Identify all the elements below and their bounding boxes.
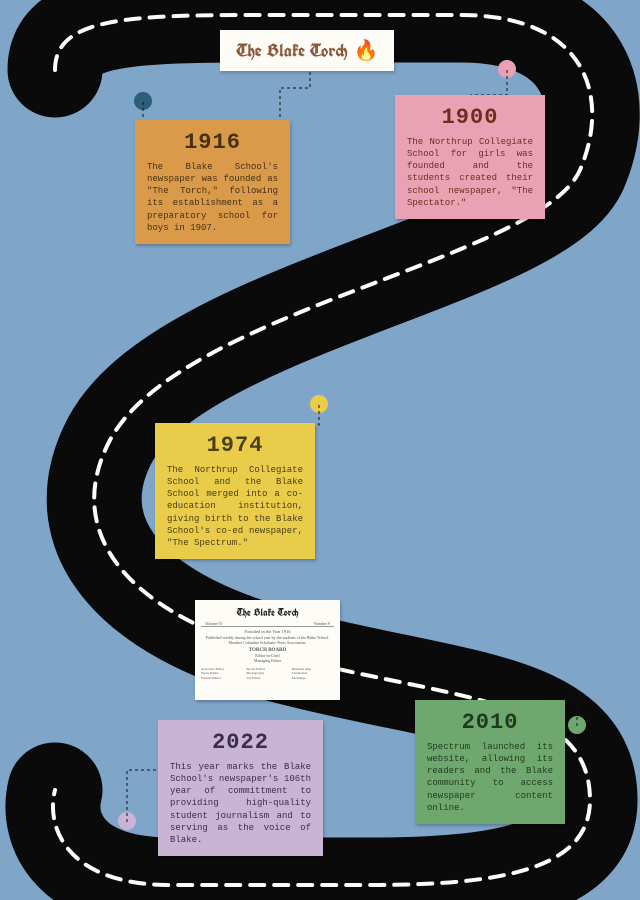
text-1974: The Northrup Collegiate School and the B…: [167, 464, 303, 549]
card-1900: 1900 The Northrup Collegiate School for …: [395, 95, 545, 219]
year-2010: 2010: [427, 710, 553, 735]
year-1916: 1916: [147, 130, 278, 155]
clipping-masthead: The Blake Torch: [201, 606, 334, 619]
text-2010: Spectrum launched its website, allowing …: [427, 741, 553, 814]
newspaper-clipping: The Blake Torch Volume 55 Number 9 Found…: [195, 600, 340, 700]
year-1900: 1900: [407, 105, 533, 130]
torch-header-title: The Blake Torch: [236, 39, 348, 63]
text-2022: This year marks the Blake School's newsp…: [170, 761, 311, 846]
dot-2022: [118, 812, 136, 830]
blake-torch-header: The Blake Torch 🔥: [220, 30, 394, 71]
card-2010: 2010 Spectrum launched its website, allo…: [415, 700, 565, 824]
clipping-number: Number 9: [314, 621, 330, 626]
dot-1900: [498, 60, 516, 78]
card-2022: 2022 This year marks the Blake School's …: [158, 720, 323, 856]
torch-icon: 🔥: [354, 38, 379, 63]
year-1974: 1974: [167, 433, 303, 458]
text-1916: The Blake School's newspaper was founded…: [147, 161, 278, 234]
text-1900: The Northrup Collegiate School for girls…: [407, 136, 533, 209]
dot-1916: [134, 92, 152, 110]
card-1916: 1916 The Blake School's newspaper was fo…: [135, 120, 290, 244]
dot-1974: [310, 395, 328, 413]
clipping-volume: Volume 55: [205, 621, 222, 626]
dot-2010: [568, 716, 586, 734]
clipping-founded: Founded in the Year 1916: [201, 629, 334, 634]
year-2022: 2022: [170, 730, 311, 755]
card-1974: 1974 The Northrup Collegiate School and …: [155, 423, 315, 559]
